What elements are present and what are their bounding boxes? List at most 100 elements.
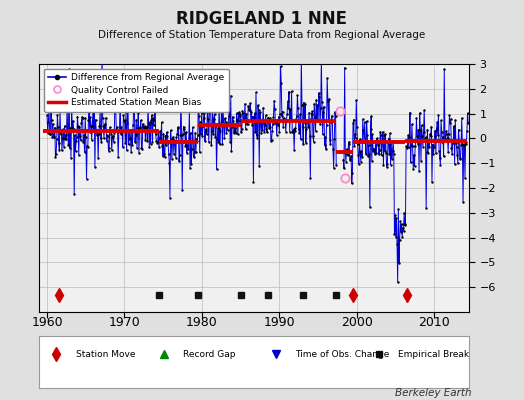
Point	[390, 231, 399, 237]
Point	[196, 119, 204, 126]
Point	[157, 139, 165, 145]
Text: 2010: 2010	[418, 316, 450, 330]
Point	[165, 160, 173, 166]
Point	[130, 107, 138, 113]
Point	[178, 132, 186, 138]
Point	[237, 126, 246, 132]
Point	[152, 138, 160, 144]
Point	[350, 142, 358, 149]
Point	[163, 132, 171, 139]
Point	[444, 148, 452, 155]
Point	[178, 187, 187, 193]
Point	[436, 162, 444, 168]
Point	[281, 128, 290, 135]
Point	[314, 117, 322, 123]
Point	[190, 154, 198, 160]
Point	[216, 128, 225, 134]
Point	[239, 110, 247, 116]
Text: 2000: 2000	[341, 316, 373, 330]
Point	[463, 128, 471, 134]
Point	[407, 159, 415, 166]
Point	[309, 139, 318, 145]
Point	[266, 115, 275, 121]
Point	[394, 279, 402, 286]
Point	[438, 138, 446, 145]
Point	[419, 143, 427, 150]
Point	[217, 102, 226, 108]
Point	[393, 241, 401, 248]
Point	[105, 145, 113, 151]
Point	[390, 151, 398, 157]
Point	[454, 160, 462, 167]
Point	[157, 119, 166, 126]
Point	[72, 138, 80, 144]
Point	[236, 110, 244, 117]
Point	[347, 180, 356, 187]
Point	[149, 122, 158, 128]
Point	[218, 141, 226, 148]
Point	[365, 151, 374, 157]
Point	[402, 144, 411, 151]
Point	[220, 122, 228, 128]
Point	[124, 98, 132, 104]
Point	[395, 260, 403, 266]
Point	[242, 126, 250, 132]
Point	[253, 132, 261, 138]
Point	[222, 130, 231, 136]
Point	[258, 127, 267, 134]
Point	[346, 157, 355, 163]
Point	[272, 132, 281, 138]
Point	[51, 154, 60, 160]
Point	[65, 66, 73, 72]
Point	[257, 130, 265, 136]
Point	[249, 178, 258, 185]
Point	[418, 122, 426, 128]
Point	[419, 129, 428, 136]
Point	[202, 128, 210, 134]
Text: 1990: 1990	[264, 316, 295, 330]
Point	[92, 126, 101, 133]
Point	[198, 132, 206, 139]
Point	[264, 114, 272, 121]
Point	[182, 150, 191, 156]
Point	[278, 108, 287, 115]
Point	[403, 144, 411, 150]
Point	[206, 93, 214, 99]
Point	[356, 149, 364, 156]
Point	[68, 125, 77, 132]
Point	[298, 124, 307, 131]
Point	[254, 102, 262, 108]
Point	[303, 118, 311, 124]
Point	[255, 162, 264, 169]
Point	[324, 117, 333, 123]
Point	[391, 212, 399, 218]
Point	[175, 158, 183, 164]
Point	[177, 96, 185, 103]
Point	[382, 149, 390, 156]
Point	[399, 224, 407, 231]
Point	[464, 120, 473, 126]
Point	[331, 113, 340, 119]
Point	[107, 131, 115, 137]
Point	[113, 124, 121, 131]
Point	[245, 107, 254, 113]
Point	[416, 110, 424, 116]
Point	[75, 123, 84, 130]
Point	[62, 132, 70, 138]
Point	[69, 118, 77, 124]
Point	[421, 135, 429, 142]
Point	[267, 138, 275, 144]
Point	[446, 116, 455, 122]
Point	[300, 99, 308, 106]
Text: Time of Obs. Change: Time of Obs. Change	[295, 350, 389, 359]
Point	[399, 228, 408, 234]
Point	[165, 150, 173, 157]
Point	[151, 131, 160, 138]
Point	[71, 132, 79, 138]
Point	[445, 112, 454, 118]
Point	[239, 118, 248, 124]
Point	[110, 139, 118, 145]
Point	[315, 94, 324, 100]
Point	[268, 128, 276, 134]
Point	[410, 152, 418, 158]
